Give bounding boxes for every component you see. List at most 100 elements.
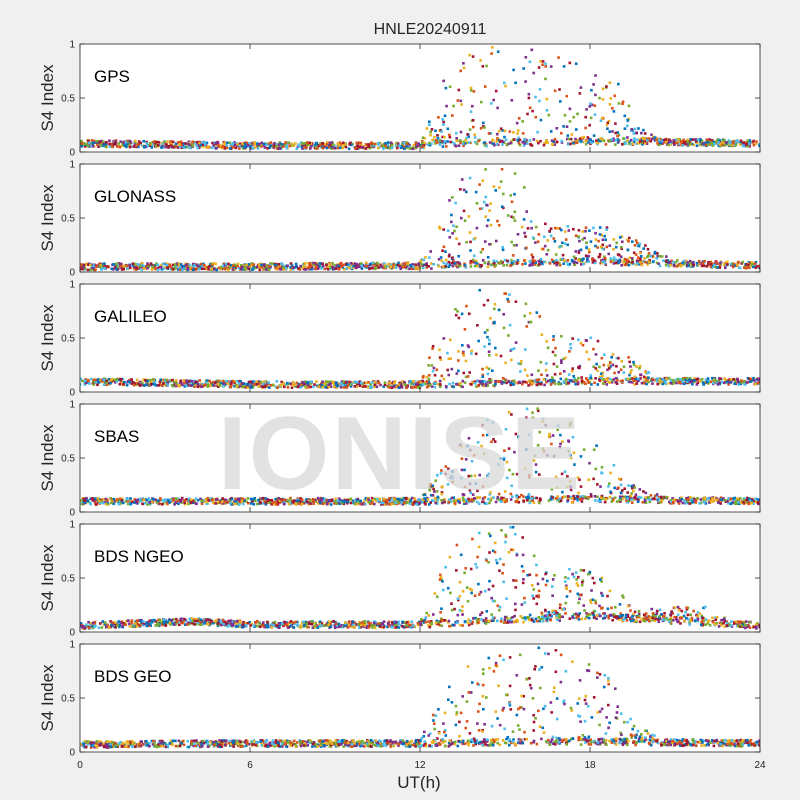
data-point bbox=[553, 261, 556, 265]
data-point bbox=[338, 498, 342, 502]
data-point bbox=[716, 138, 719, 142]
data-point bbox=[688, 377, 692, 380]
data-point bbox=[171, 498, 174, 501]
data-point bbox=[555, 263, 559, 267]
data-point bbox=[522, 67, 525, 70]
data-point bbox=[428, 356, 431, 359]
data-point bbox=[334, 497, 338, 501]
data-point bbox=[734, 380, 737, 383]
data-point bbox=[348, 263, 351, 267]
data-point bbox=[660, 380, 663, 384]
data-point bbox=[262, 263, 266, 267]
data-point bbox=[386, 141, 390, 144]
data-point bbox=[725, 261, 728, 264]
data-point bbox=[569, 343, 572, 346]
data-point bbox=[393, 265, 396, 269]
data-point bbox=[252, 265, 255, 268]
data-point bbox=[383, 262, 386, 265]
data-point bbox=[442, 228, 445, 231]
data-point bbox=[681, 261, 684, 265]
data-point bbox=[373, 383, 377, 387]
data-point bbox=[351, 499, 355, 503]
data-point bbox=[182, 146, 185, 149]
data-point bbox=[201, 145, 204, 148]
data-point bbox=[148, 378, 152, 382]
data-point bbox=[481, 373, 485, 377]
data-point bbox=[448, 236, 452, 239]
data-point bbox=[398, 381, 402, 385]
data-point bbox=[457, 369, 460, 373]
data-point bbox=[484, 240, 487, 243]
data-point bbox=[237, 382, 241, 385]
data-point bbox=[743, 266, 746, 269]
data-point bbox=[463, 502, 466, 505]
data-point bbox=[89, 263, 92, 267]
data-point bbox=[567, 137, 571, 141]
data-point bbox=[475, 202, 479, 205]
data-point bbox=[464, 458, 468, 461]
data-point bbox=[612, 259, 615, 262]
data-point bbox=[131, 262, 135, 265]
data-point bbox=[715, 497, 719, 500]
data-point bbox=[545, 109, 549, 112]
data-point bbox=[428, 120, 431, 124]
data-point bbox=[645, 377, 648, 381]
data-point bbox=[190, 379, 194, 383]
data-point bbox=[217, 145, 221, 149]
data-point bbox=[324, 380, 328, 383]
data-point bbox=[652, 260, 655, 263]
data-point bbox=[203, 383, 207, 387]
data-point bbox=[373, 502, 376, 506]
data-point bbox=[341, 263, 345, 267]
data-point bbox=[460, 216, 463, 220]
data-point bbox=[212, 144, 215, 147]
data-point bbox=[282, 382, 285, 386]
data-point bbox=[545, 454, 549, 457]
data-point bbox=[685, 142, 689, 145]
data-point bbox=[638, 138, 642, 141]
data-point bbox=[419, 260, 422, 263]
data-point bbox=[184, 142, 188, 145]
data-point bbox=[425, 380, 429, 383]
data-point bbox=[456, 261, 459, 264]
data-point bbox=[608, 482, 611, 485]
data-point bbox=[189, 146, 193, 150]
data-points bbox=[80, 46, 760, 151]
data-point bbox=[448, 133, 451, 137]
data-point bbox=[564, 377, 568, 381]
data-point bbox=[157, 384, 160, 387]
data-point bbox=[745, 142, 749, 146]
data-point bbox=[148, 383, 151, 387]
data-point bbox=[80, 263, 83, 266]
data-point bbox=[701, 142, 705, 145]
data-point bbox=[454, 313, 458, 317]
data-point bbox=[310, 265, 313, 269]
data-point bbox=[644, 244, 647, 247]
data-point bbox=[382, 147, 385, 151]
data-point bbox=[561, 496, 564, 499]
data-point bbox=[441, 140, 444, 143]
chart-title: HNLE20240911 bbox=[374, 21, 487, 38]
data-point bbox=[585, 377, 588, 380]
data-point bbox=[521, 141, 525, 144]
data-point bbox=[133, 262, 137, 266]
data-point bbox=[522, 500, 525, 503]
data-point bbox=[627, 263, 631, 267]
data-point bbox=[585, 246, 588, 250]
data-point bbox=[513, 219, 517, 222]
data-point bbox=[503, 490, 507, 493]
data-point bbox=[92, 383, 96, 386]
data-point bbox=[660, 140, 663, 143]
data-point bbox=[483, 496, 487, 499]
data-point bbox=[178, 383, 182, 387]
data-point bbox=[615, 382, 619, 385]
data-point bbox=[246, 382, 249, 386]
data-point bbox=[564, 495, 568, 499]
data-point bbox=[450, 220, 453, 224]
data-point bbox=[135, 268, 138, 271]
data-point bbox=[639, 373, 643, 376]
data-point bbox=[514, 432, 518, 436]
data-point bbox=[200, 385, 203, 389]
data-point bbox=[585, 339, 588, 342]
data-point bbox=[621, 100, 625, 104]
